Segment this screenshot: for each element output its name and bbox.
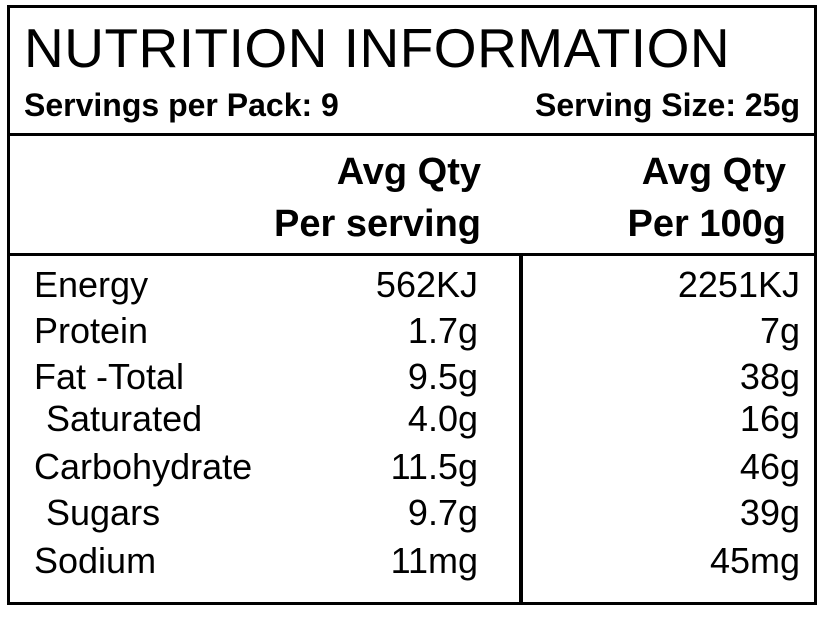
- nutrient-row-carbohydrate: Carbohydrate 11.5g 46g: [10, 444, 814, 490]
- panel-title: NUTRITION INFORMATION: [24, 17, 731, 79]
- nutrient-table-body: Energy 562KJ 2251KJ Protein 1.7g 7g Fat …: [10, 256, 814, 602]
- title-section: NUTRITION INFORMATION Servings per Pack:…: [10, 8, 814, 136]
- nutrient-per-serving: 9.5g: [407, 356, 478, 397]
- nutrient-per-serving: 4.0g: [407, 398, 478, 439]
- nutrient-per-100g: 46g: [739, 446, 800, 487]
- nutrient-row-sodium: Sodium 11mg 45mg: [10, 538, 814, 584]
- nutrient-row-fat-total: Fat -Total 9.5g 38g: [10, 354, 814, 400]
- nutrient-per-100g: 39g: [739, 492, 800, 533]
- nutrient-label: Fat -Total: [34, 356, 185, 397]
- nutrient-row-energy: Energy 562KJ 2251KJ: [10, 262, 814, 308]
- column-header-per-serving-line2: Per serving: [274, 203, 481, 245]
- nutrition-panel: NUTRITION INFORMATION Servings per Pack:…: [7, 5, 817, 605]
- column-divider: [519, 256, 523, 602]
- nutrient-per-serving: 1.7g: [407, 310, 478, 351]
- nutrient-label: Sodium: [34, 540, 157, 581]
- nutrient-per-100g: 7g: [759, 310, 800, 351]
- nutrient-row-saturated: Saturated 4.0g 16g: [10, 396, 814, 442]
- nutrient-per-serving: 11mg: [390, 540, 478, 581]
- nutrient-per-100g: 45mg: [709, 540, 800, 581]
- column-header-per-serving: Avg Qty Per serving: [274, 146, 481, 250]
- nutrient-label: Energy: [34, 264, 149, 305]
- column-header-per-100g-line2: Per 100g: [627, 203, 786, 245]
- column-header-per-100g-line1: Avg Qty: [641, 151, 786, 193]
- nutrient-label: Protein: [34, 310, 149, 351]
- nutrient-label: Sugars: [46, 492, 161, 533]
- nutrient-per-100g: 16g: [739, 398, 800, 439]
- column-header-per-serving-line1: Avg Qty: [336, 151, 481, 193]
- column-header-row: Avg Qty Per serving Avg Qty Per 100g: [10, 136, 814, 256]
- nutrient-per-serving: 9.7g: [407, 492, 478, 533]
- nutrient-label: Carbohydrate: [34, 446, 253, 487]
- nutrient-row-protein: Protein 1.7g 7g: [10, 308, 814, 354]
- nutrient-per-100g: 38g: [739, 356, 800, 397]
- nutrient-row-sugars: Sugars 9.7g 39g: [10, 490, 814, 536]
- column-header-per-100g: Avg Qty Per 100g: [628, 146, 786, 250]
- nutrient-per-100g: 2251KJ: [677, 264, 800, 305]
- servings-per-pack: Servings per Pack: 9: [24, 87, 339, 123]
- serving-size: Serving Size: 25g: [535, 87, 800, 123]
- nutrient-per-serving: 562KJ: [375, 264, 478, 305]
- nutrient-label: Saturated: [46, 398, 203, 439]
- nutrient-per-serving: 11.5g: [390, 446, 478, 487]
